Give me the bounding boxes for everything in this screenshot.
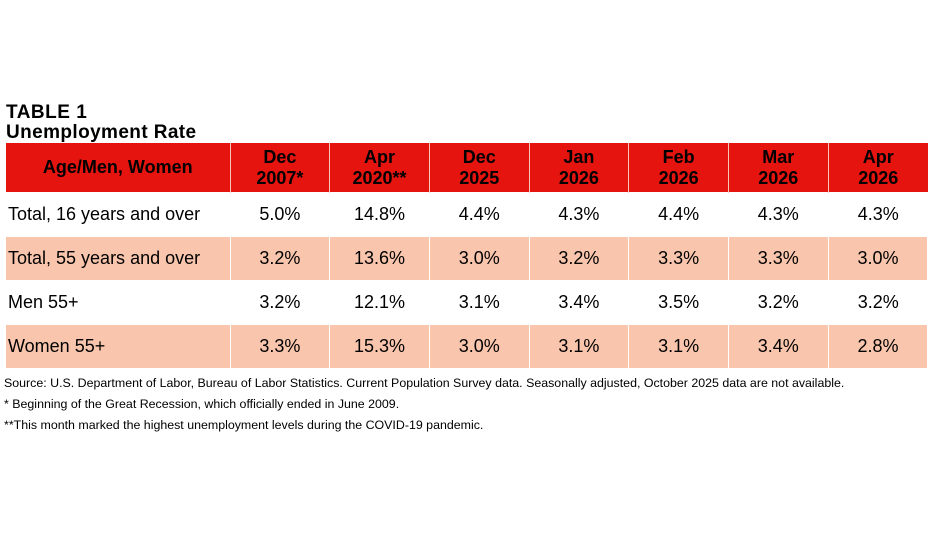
table-cell: 3.0%: [828, 236, 929, 281]
table-cell: 13.6%: [329, 236, 430, 281]
table-cell: 3.4%: [728, 324, 829, 368]
table-row: Total, 55 years and over 3.2% 13.6% 3.0%…: [6, 236, 929, 281]
header-column: Apr 2026: [828, 143, 928, 193]
header-column: Dec 2025: [429, 143, 530, 193]
table-cell: 3.2%: [828, 280, 928, 325]
table-cell: 3.2%: [230, 280, 331, 325]
footnotes: Source: U.S. Department of Labor, Bureau…: [4, 373, 926, 436]
table-cell: 4.3%: [828, 192, 928, 237]
table-row: Total, 16 years and over 5.0% 14.8% 4.4%…: [6, 192, 928, 237]
footnote-covid: **This month marked the highest unemploy…: [4, 418, 484, 432]
header-label: Age/Men, Women: [6, 143, 231, 193]
table-cell: 3.2%: [529, 236, 630, 281]
source-note: Source: U.S. Department of Labor, Bureau…: [4, 376, 845, 390]
table-row: Women 55+ 3.3% 15.3% 3.0% 3.1% 3.1% 3.4%…: [6, 324, 929, 368]
footnote-recession: * Beginning of the Great Recession, whic…: [4, 397, 400, 411]
table-cell: 3.1%: [628, 324, 729, 368]
header-column: Mar 2026: [728, 143, 829, 193]
table-cell: 15.3%: [329, 324, 430, 368]
table-cell: 3.0%: [429, 324, 530, 368]
row-label: Total, 55 years and over: [6, 236, 231, 281]
header-column: Apr 2020**: [329, 143, 430, 193]
table-subtitle: Unemployment Rate: [6, 122, 197, 143]
table-cell: 14.8%: [329, 192, 430, 237]
unemployment-table-block: TABLE 1 Unemployment Rate Age/Men, Women…: [4, 102, 929, 436]
header-column: Jan 2026: [529, 143, 630, 193]
table-cell: 4.4%: [628, 192, 729, 237]
table-cell: 3.3%: [628, 236, 729, 281]
row-label: Women 55+: [6, 324, 231, 368]
header-column: Feb 2026: [628, 143, 729, 193]
table-cell: 3.1%: [529, 324, 630, 368]
table-title: TABLE 1: [6, 102, 88, 123]
table-cell: 3.2%: [230, 236, 331, 281]
table-cell: 12.1%: [329, 280, 430, 325]
header-column: Dec 2007*: [230, 143, 331, 193]
table-cell: 3.4%: [529, 280, 630, 325]
table-cell: 4.3%: [529, 192, 630, 237]
unemployment-rate-table: Age/Men, Women Dec 2007* Apr 2020** Dec 202…: [6, 143, 929, 368]
table-row: Men 55+ 3.2% 12.1% 3.1% 3.4% 3.5% 3.2% 3…: [6, 280, 928, 325]
table-header-row: Age/Men, Women Dec 2007* Apr 2020** Dec 202…: [6, 143, 928, 193]
table-cell: 3.1%: [429, 280, 530, 325]
table-cell: 3.3%: [230, 324, 331, 368]
table-cell: 5.0%: [230, 192, 331, 237]
table-cell: 3.5%: [628, 280, 729, 325]
row-label: Men 55+: [6, 280, 231, 325]
table-cell: 3.0%: [429, 236, 530, 281]
table-cell: 3.2%: [728, 280, 829, 325]
row-label: Total, 16 years and over: [6, 192, 231, 237]
table-cell: 4.3%: [728, 192, 829, 237]
table-cell: 2.8%: [828, 324, 929, 368]
table-cell: 4.4%: [429, 192, 530, 237]
table-cell: 3.3%: [728, 236, 829, 281]
